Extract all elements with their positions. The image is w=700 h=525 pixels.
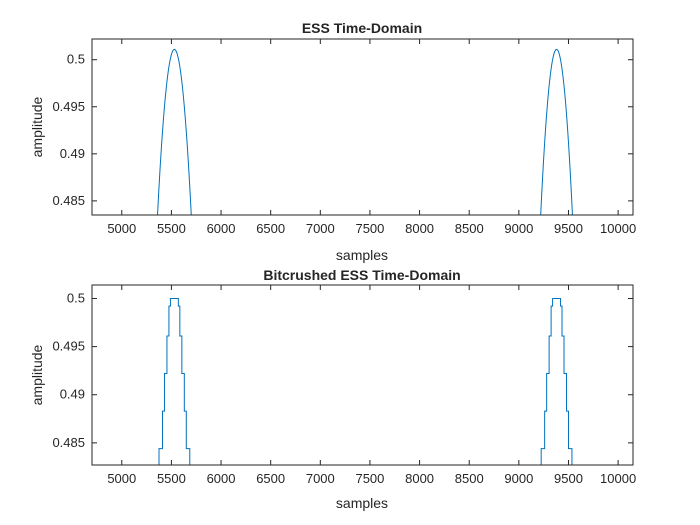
x-tick-label: 7000 (306, 221, 335, 236)
x-tick-label: 10000 (600, 221, 636, 236)
x-tick-label: 5000 (107, 221, 136, 236)
y-tick-label: 0.485 (52, 193, 85, 208)
axes-bottom: Bitcrushed ESS Time-Domain samples ampli… (29, 267, 636, 511)
x-tick-label: 6000 (207, 221, 236, 236)
ticks-bottom: 5000 5500 6000 6500 7000 7500 8000 8500 9000 9500… (52, 285, 636, 486)
x-tick-label: 5500 (157, 471, 186, 486)
series-line-peak-1 (157, 48, 192, 215)
y-tick-label: 0.495 (52, 99, 85, 114)
x-tick-label: 5500 (157, 221, 186, 236)
series-bottom (158, 297, 573, 465)
x-tick-label: 9000 (504, 471, 533, 486)
axes-box-top (91, 38, 634, 216)
x-tick-label: 9500 (554, 221, 583, 236)
chart-title-top: ESS Time-Domain (302, 20, 422, 36)
y-tick-label: 0.495 (52, 339, 85, 354)
x-tick-label: 6500 (256, 471, 285, 486)
x-axis-label-top: samples (336, 247, 388, 263)
series-line-peak-1 (158, 297, 191, 465)
x-tick-label: 8500 (455, 221, 484, 236)
x-tick-label: 7500 (355, 221, 384, 236)
y-axis-label-top: amplitude (29, 96, 45, 157)
x-tick-label: 8000 (405, 221, 434, 236)
y-axis-label-bottom: amplitude (29, 344, 45, 405)
x-tick-label: 8000 (405, 471, 434, 486)
series-top (157, 48, 573, 215)
x-tick-label: 7000 (306, 471, 335, 486)
ticks-top: 5000 5500 6000 6500 7000 7500 8000 8500 9000 9500… (52, 39, 636, 236)
x-tick-label: 6000 (207, 471, 236, 486)
chart-title-bottom: Bitcrushed ESS Time-Domain (263, 267, 460, 283)
series-line-peak-2 (540, 297, 573, 465)
x-tick-label: 6500 (256, 221, 285, 236)
y-tick-label: 0.5 (67, 290, 85, 305)
x-tick-label: 7500 (355, 471, 384, 486)
y-tick-label: 0.49 (60, 387, 85, 402)
x-tick-label: 8500 (455, 471, 484, 486)
x-tick-label: 9500 (554, 471, 583, 486)
y-tick-label: 0.485 (52, 435, 85, 450)
y-tick-label: 0.49 (60, 146, 85, 161)
x-tick-label: 10000 (600, 471, 636, 486)
series-line-peak-2 (540, 48, 573, 215)
y-tick-label: 0.5 (67, 52, 85, 67)
axes-box-bottom (91, 284, 634, 466)
axes-top: ESS Time-Domain samples amplitude 5000 55… (29, 20, 636, 263)
x-tick-label: 5000 (107, 471, 136, 486)
x-tick-label: 9000 (504, 221, 533, 236)
x-axis-label-bottom: samples (336, 495, 388, 511)
